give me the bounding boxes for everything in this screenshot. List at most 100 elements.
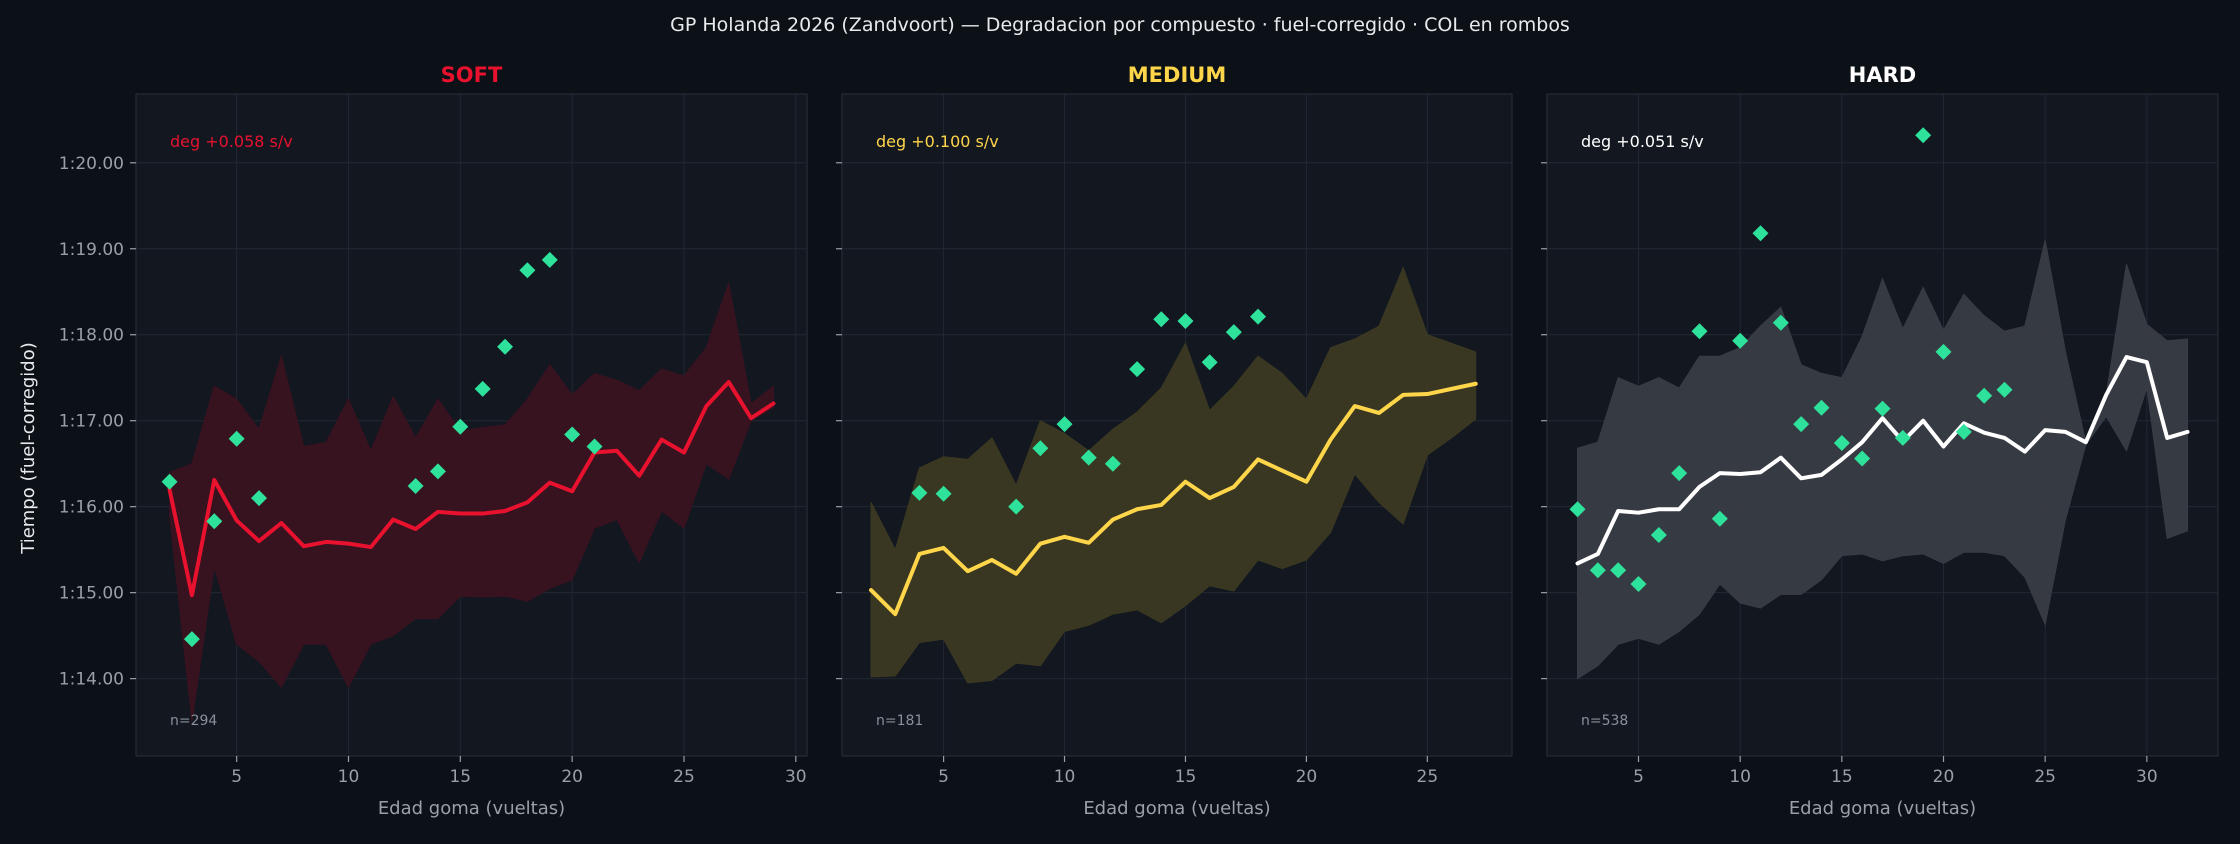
col-diamond-marker xyxy=(1250,308,1267,325)
median-point xyxy=(302,544,306,548)
x-tick-label: 15 xyxy=(1831,767,1853,787)
median-point xyxy=(1304,480,1309,484)
col-diamond-marker xyxy=(1915,127,1932,144)
iqr-band xyxy=(169,281,774,722)
x-tick-label: 10 xyxy=(338,767,360,787)
col-diamond-marker xyxy=(474,380,491,397)
y-tick-label: 1:20.00 xyxy=(59,154,124,174)
median-point xyxy=(2145,360,2149,364)
x-tick-label: 5 xyxy=(1633,767,1644,787)
x-tick-label: 30 xyxy=(785,767,807,787)
col-diamond-marker xyxy=(1129,361,1146,378)
median-point xyxy=(413,527,418,531)
median-point xyxy=(436,510,440,514)
median-point xyxy=(481,511,485,516)
x-tick-label: 15 xyxy=(1175,767,1197,787)
col-diamond-marker xyxy=(586,438,603,455)
y-tick-label: 1:19.00 xyxy=(59,240,124,260)
col-diamond-marker xyxy=(1610,562,1627,579)
col-diamond-marker xyxy=(1691,323,1708,340)
median-point xyxy=(1087,541,1091,545)
median-point xyxy=(1575,561,1580,566)
x-axis-label: Edad goma (vueltas) xyxy=(1083,798,1270,819)
x-tick-label: 10 xyxy=(1054,767,1076,787)
col-diamond-marker xyxy=(1650,527,1667,544)
col-diamond-marker xyxy=(1008,498,1025,515)
y-tick-label: 1:17.00 xyxy=(59,412,124,432)
median-point xyxy=(1159,503,1163,507)
median-point xyxy=(727,380,731,384)
median-point xyxy=(2165,436,2169,440)
y-tick-label: 1:18.00 xyxy=(59,326,124,346)
col-diamond-marker xyxy=(541,251,558,268)
median-point xyxy=(2043,428,2047,432)
panel-soft: SOFT deg +0.058 s/v n=294 5 10 15 20 25 30 1:14.0… xyxy=(59,63,808,819)
col-diamond-marker xyxy=(1711,510,1728,527)
median-point xyxy=(1677,507,1681,511)
col-diamond-marker xyxy=(519,262,536,279)
median-point xyxy=(1880,416,1885,420)
median-point xyxy=(525,500,530,504)
median-point xyxy=(1232,485,1236,489)
median-point xyxy=(869,588,873,592)
col-diamond-marker xyxy=(228,430,245,447)
x-tick-label: 15 xyxy=(449,767,471,787)
col-diamond-marker xyxy=(251,490,268,507)
col-diamond-marker xyxy=(1056,416,1073,433)
median-point xyxy=(1014,572,1018,576)
degradation-label: deg +0.100 s/v xyxy=(876,132,999,151)
col-diamond-marker xyxy=(1874,400,1891,417)
x-axis-label: Edad goma (vueltas) xyxy=(1789,798,1976,819)
col-diamond-marker xyxy=(407,478,424,495)
median-point xyxy=(1596,552,1600,556)
col-diamond-marker xyxy=(183,631,200,648)
col-diamond-marker xyxy=(1080,449,1097,466)
median-point xyxy=(2104,393,2108,397)
degradation-label: deg +0.051 s/v xyxy=(1581,132,1704,151)
median-point xyxy=(1758,470,1763,474)
median-point xyxy=(1799,476,1803,480)
col-diamond-marker xyxy=(935,485,952,502)
median-point xyxy=(1962,421,1966,425)
sample-size-label: n=294 xyxy=(170,713,217,729)
median-point xyxy=(2023,450,2027,454)
median-point xyxy=(1860,440,1864,444)
col-diamond-marker xyxy=(1996,381,2013,398)
x-axis-label: Edad goma (vueltas) xyxy=(378,798,565,819)
median-point xyxy=(1738,472,1742,476)
col-diamond-marker xyxy=(1671,465,1688,482)
median-line xyxy=(869,381,1478,617)
median-point xyxy=(1183,480,1188,484)
x-tick-label: 25 xyxy=(2034,767,2056,787)
median-point xyxy=(771,401,776,406)
median-point xyxy=(1779,456,1783,460)
x-tick-label: 5 xyxy=(938,767,949,787)
median-point xyxy=(324,540,328,544)
col-diamond-marker xyxy=(1032,440,1049,457)
median-point xyxy=(391,517,395,522)
x-tick-label: 5 xyxy=(231,767,242,787)
y-tick-label: 1:15.00 xyxy=(59,584,124,604)
x-tick-label: 20 xyxy=(1296,767,1318,787)
median-point xyxy=(2124,355,2129,359)
median-point xyxy=(682,450,686,455)
median-point xyxy=(990,558,994,562)
col-diamond-marker xyxy=(1201,354,1218,371)
col-diamond-marker xyxy=(161,473,178,490)
col-diamond-marker xyxy=(564,426,581,443)
col-diamond-marker xyxy=(1752,225,1769,242)
median-point xyxy=(257,539,261,543)
iqr-band xyxy=(1577,240,2188,680)
y-axis-label: Tiempo (fuel-corregido) xyxy=(18,342,39,555)
median-point xyxy=(637,474,641,478)
x-tick-label: 20 xyxy=(1933,767,1955,787)
col-diamond-marker xyxy=(452,418,469,435)
col-diamond-marker xyxy=(1225,324,1242,341)
x-tick-label: 20 xyxy=(561,767,583,787)
col-diamond-marker xyxy=(497,338,514,355)
median-point xyxy=(1616,509,1620,513)
col-diamond-marker xyxy=(911,484,928,501)
median-point xyxy=(1941,444,1946,449)
median-point xyxy=(2063,430,2068,434)
sample-size-label: n=181 xyxy=(876,713,923,729)
